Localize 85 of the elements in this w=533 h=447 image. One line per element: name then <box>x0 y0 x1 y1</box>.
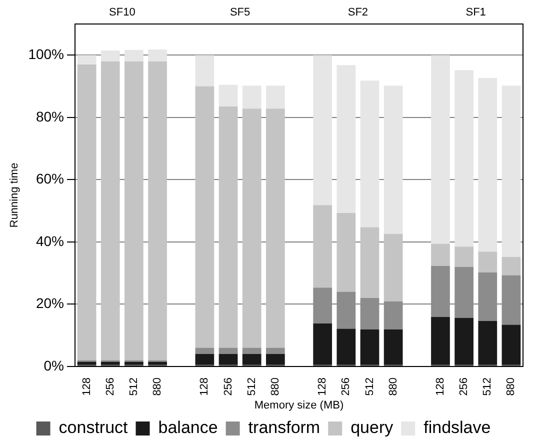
y-tick-label: 80% <box>36 108 64 124</box>
bar <box>242 108 262 348</box>
bar <box>148 362 167 365</box>
y-tick-label: 60% <box>36 170 64 187</box>
bar <box>195 55 214 86</box>
y-tick-label: 100% <box>28 46 64 62</box>
bar <box>124 61 144 360</box>
x-tick-label: 256 <box>104 377 116 396</box>
bar <box>478 78 498 252</box>
bar <box>478 320 498 365</box>
y-tick-label: 20% <box>36 295 64 312</box>
x-tick-label: 880 <box>152 377 164 396</box>
bar <box>360 329 380 365</box>
legend-label: transform <box>248 418 320 438</box>
bar <box>384 86 403 234</box>
y-tick-label: 0% <box>44 357 64 374</box>
bar <box>336 328 356 365</box>
bar <box>360 227 380 298</box>
bar <box>242 348 262 354</box>
bar <box>195 86 214 348</box>
text: SF10 <box>109 6 136 19</box>
bar <box>218 106 238 348</box>
x-tick-label: 128 <box>198 377 211 396</box>
x-tick-label: 880 <box>269 377 282 396</box>
x-tick-label: 256 <box>458 377 470 396</box>
legend-label: query <box>350 418 394 438</box>
bar <box>502 256 521 276</box>
bar <box>242 354 262 365</box>
x-tick-label: 880 <box>387 377 400 396</box>
bar <box>77 362 96 365</box>
bar <box>454 318 474 365</box>
x-axis-title: Memory size (MB) <box>254 399 344 412</box>
bar <box>100 50 120 62</box>
bar <box>100 362 120 365</box>
y-axis-title: Running time <box>8 162 21 228</box>
bar <box>218 84 238 106</box>
x-tick-label: 128 <box>316 377 329 396</box>
x-tick-label: 512 <box>246 377 258 396</box>
bar <box>242 86 262 109</box>
bar <box>195 348 214 354</box>
bar <box>124 362 144 365</box>
bar <box>313 205 332 288</box>
bar <box>266 108 285 348</box>
bar <box>336 212 356 292</box>
bar <box>431 244 450 266</box>
bar <box>431 55 450 244</box>
x-tick-label: 256 <box>340 377 352 396</box>
bar <box>313 323 332 365</box>
bar <box>266 86 285 109</box>
x-tick-label: 128 <box>80 377 93 396</box>
bar <box>478 252 498 272</box>
x-tick-label: 128 <box>434 377 447 396</box>
x-tick-label: 880 <box>505 377 518 396</box>
bar <box>502 86 521 257</box>
y-tick-label: 40% <box>36 232 64 249</box>
bar <box>384 329 403 365</box>
bar <box>266 354 285 365</box>
bar <box>431 316 450 365</box>
bar <box>218 354 238 365</box>
legend-label: balance <box>158 418 218 438</box>
bar <box>195 354 214 365</box>
bar <box>148 61 167 360</box>
text: SF5 <box>230 6 250 19</box>
legend-label: construct <box>58 418 128 438</box>
bar <box>360 80 380 228</box>
bar <box>148 50 167 62</box>
bar <box>454 70 474 247</box>
bar <box>77 64 96 360</box>
text: SF1 <box>466 6 486 19</box>
bar <box>384 234 403 302</box>
bar <box>124 50 144 62</box>
x-tick-label: 512 <box>482 377 494 396</box>
bar <box>454 246 474 267</box>
bar <box>100 61 120 360</box>
text: SF2 <box>348 6 368 19</box>
legend-label: findslave <box>424 418 491 438</box>
bar <box>313 55 332 206</box>
bar <box>218 348 238 354</box>
bar <box>336 65 356 213</box>
x-tick-label: 512 <box>128 377 140 396</box>
x-tick-label: 256 <box>222 377 234 396</box>
bar <box>77 55 96 64</box>
bar <box>502 324 521 365</box>
bar <box>266 348 285 354</box>
x-tick-label: 512 <box>364 377 376 396</box>
